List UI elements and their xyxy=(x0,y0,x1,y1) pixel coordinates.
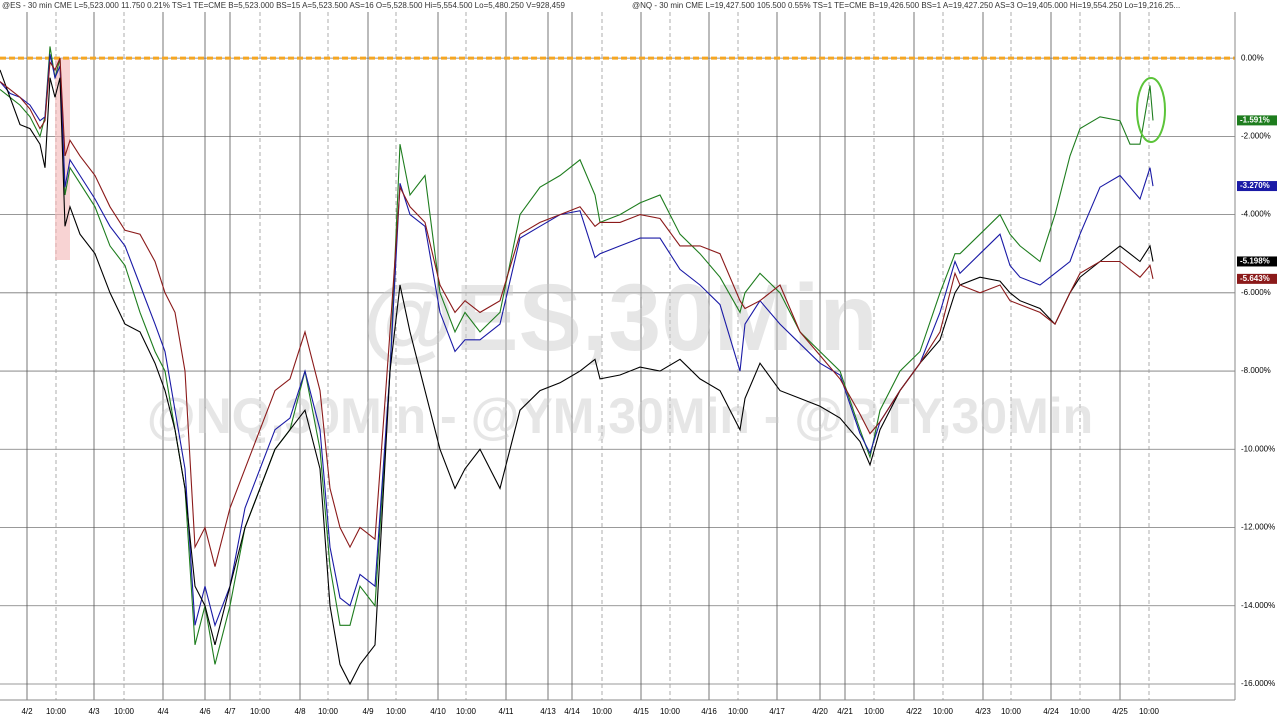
x-tick-label: 4/24 xyxy=(1043,707,1059,716)
series-line xyxy=(0,54,1154,628)
x-tick-label: 4/13 xyxy=(540,707,556,716)
x-tick-label: 4/6 xyxy=(199,707,211,716)
x-tick-label: 10:00 xyxy=(728,707,749,716)
x-tick-label: 10:00 xyxy=(933,707,954,716)
y-tick-label: -8.000% xyxy=(1241,366,1271,375)
x-tick-label: 4/14 xyxy=(564,707,580,716)
y-tick-label: 0.00% xyxy=(1241,53,1264,62)
last-value-badge xyxy=(1237,115,1277,126)
x-tick-label: 4/7 xyxy=(224,707,236,716)
x-tick-label: 4/4 xyxy=(157,707,169,716)
series-line xyxy=(0,57,1154,567)
series-line xyxy=(0,46,1154,665)
x-tick-label: 10:00 xyxy=(456,707,477,716)
header-es: @ES - 30 min CME L=5,523.000 11.750 0.21… xyxy=(2,1,566,10)
y-tick-label: -4.000% xyxy=(1241,210,1271,219)
last-value-badge xyxy=(1237,181,1277,192)
x-tick-label: 10:00 xyxy=(386,707,407,716)
header-bar xyxy=(0,0,1235,12)
x-tick-label: 4/15 xyxy=(633,707,649,716)
x-tick-label: 4/2 xyxy=(21,707,33,716)
y-tick-label: -6.000% xyxy=(1241,288,1271,297)
x-tick-label: 10:00 xyxy=(660,707,681,716)
last-value-badge xyxy=(1237,273,1277,284)
last-value-badge xyxy=(1237,256,1277,267)
x-tick-label: 4/20 xyxy=(812,707,828,716)
y-tick-label: -2.000% xyxy=(1241,131,1271,140)
x-tick-label: 4/10 xyxy=(430,707,446,716)
watermark: @NQ,30Min - @YM,30Min - @RTY,30Min xyxy=(147,388,1093,444)
x-tick-label: 10:00 xyxy=(318,707,339,716)
x-tick-label: 4/16 xyxy=(701,707,717,716)
x-tick-label: 10:00 xyxy=(46,707,67,716)
x-tick-label: 10:00 xyxy=(1139,707,1160,716)
last-value-label: -5.643% xyxy=(1240,274,1270,283)
x-tick-label: 4/8 xyxy=(294,707,306,716)
x-tick-label: 4/25 xyxy=(1112,707,1128,716)
watermark: @ES,30Min xyxy=(363,265,878,371)
x-tick-label: 10:00 xyxy=(1001,707,1022,716)
x-tick-label: 4/21 xyxy=(837,707,853,716)
x-tick-label: 10:00 xyxy=(864,707,885,716)
header-nq: @NQ - 30 min CME L=19,427.500 105.500 0.… xyxy=(632,1,1180,10)
x-tick-label: 4/11 xyxy=(499,707,515,716)
x-tick-label: 4/23 xyxy=(975,707,991,716)
last-value-label: -3.270% xyxy=(1240,181,1270,190)
y-tick-label: -10.000% xyxy=(1241,444,1275,453)
highlight-ellipse xyxy=(1136,77,1166,143)
x-tick-label: 10:00 xyxy=(250,707,271,716)
x-tick-label: 4/9 xyxy=(362,707,374,716)
last-value-label: -5.198% xyxy=(1240,257,1270,266)
y-tick-label: -16.000% xyxy=(1241,679,1275,688)
x-tick-label: 10:00 xyxy=(592,707,613,716)
y-tick-label: -12.000% xyxy=(1241,523,1275,532)
x-tick-label: 4/17 xyxy=(769,707,785,716)
x-tick-label: 4/22 xyxy=(906,707,922,716)
x-tick-label: 10:00 xyxy=(114,707,135,716)
x-tick-label: 4/3 xyxy=(88,707,100,716)
y-tick-label: -14.000% xyxy=(1241,601,1275,610)
x-tick-label: 10:00 xyxy=(1070,707,1091,716)
last-value-label: -1.591% xyxy=(1240,115,1270,124)
plot xyxy=(0,46,1235,686)
